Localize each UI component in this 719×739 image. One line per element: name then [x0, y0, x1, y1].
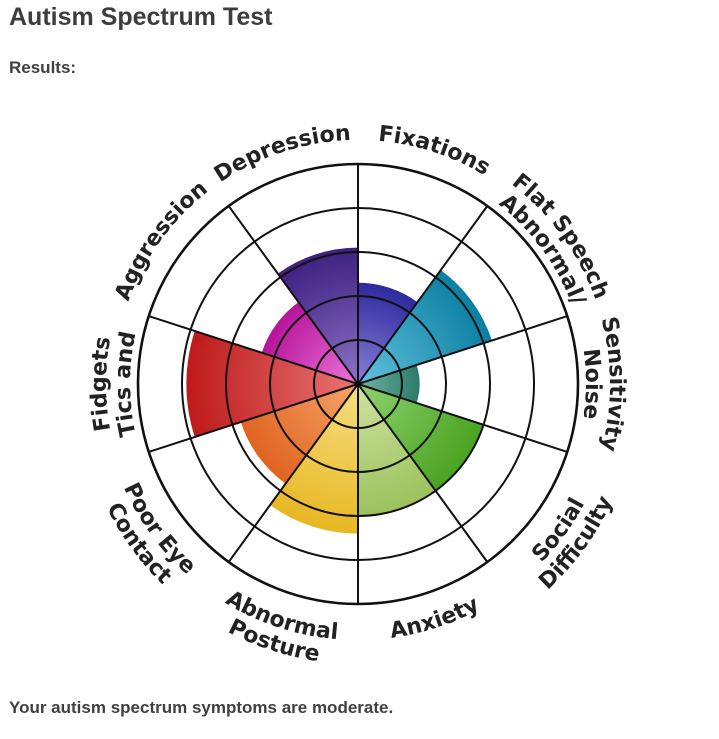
- page-title: Autism Spectrum Test: [9, 3, 273, 31]
- grid-spoke: [357, 383, 489, 563]
- segment-social-difficulty: [358, 384, 484, 491]
- label-abnormal-flat-speech: Abnormal/Flat Speech: [494, 169, 613, 309]
- segment-label-text: Noise: [578, 347, 606, 420]
- segment-anxiety: [358, 384, 436, 516]
- results-label: Results:: [9, 58, 77, 77]
- grid-spoke: [227, 383, 359, 563]
- results-summary: Your autism spectrum symptoms are modera…: [9, 698, 394, 717]
- grid-spoke: [357, 205, 489, 385]
- label-fixations: Fixations: [377, 122, 494, 181]
- segment-label-text: Fixations: [377, 122, 494, 181]
- grid-spoke: [148, 383, 359, 453]
- segment-depression: [277, 247, 358, 384]
- chart-grid: [136, 162, 580, 606]
- grid-spoke: [227, 205, 359, 385]
- segment-label-text: Fidgets: [87, 335, 116, 433]
- grid-spoke: [357, 383, 568, 453]
- grid-spoke: [148, 315, 359, 385]
- grid-spoke: [357, 315, 568, 385]
- segment-noise-sensitivity: [358, 364, 420, 404]
- segment-aggression: [261, 302, 358, 384]
- segment-poor-eye-contact: [240, 384, 358, 484]
